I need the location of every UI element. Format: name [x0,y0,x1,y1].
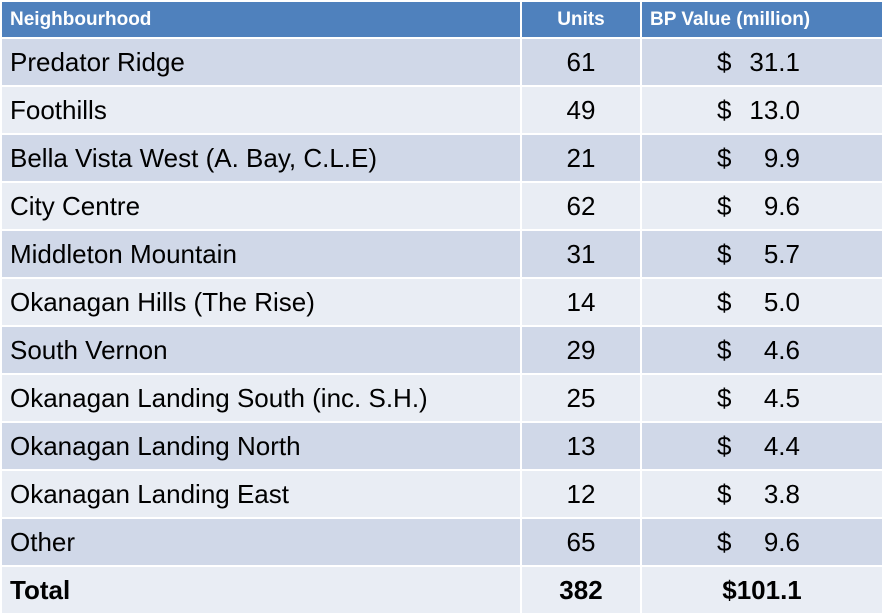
value: $4.6 [650,335,874,366]
neighbourhood-cell: Okanagan Landing North [0,421,522,471]
value: $4.4 [650,431,874,462]
header-cell: Neighbourhood [0,0,522,39]
units-cell: 31 [520,229,642,279]
value-cell: $4.6 [640,325,882,375]
row: Okanagan Landing North 13 $4.4 [0,421,882,471]
total-value: $101.1 [640,565,882,615]
value-cell: $9.6 [640,517,882,567]
row: Okanagan Hills (The Rise) 14 $5.0 [0,277,882,327]
header-cell: BP Value (million) [640,0,882,39]
row: Okanagan Landing East 12 $3.8 [0,469,882,519]
currency-symbol: $ [717,286,732,317]
amount: 4.5 [763,382,800,413]
amount: 4.4 [763,430,800,461]
value-cell: $13.0 [640,85,882,135]
value-cell: $31.1 [640,37,882,87]
amount: 9.6 [763,526,800,557]
row: Predator Ridge 61 $31.1 [0,37,882,87]
units-cell: 62 [520,181,642,231]
total-row: Total 382 $101.1 [0,565,882,615]
currency-symbol: $ [717,478,732,509]
row: South Vernon 29 $4.6 [0,325,882,375]
amount: 13.0 [749,94,800,125]
neighbourhood-cell: South Vernon [0,325,522,375]
amount: 3.8 [763,478,800,509]
value-cell: $5.7 [640,229,882,279]
row: Other 65 $9.6 [0,517,882,567]
value-cell: $5.0 [640,277,882,327]
total-label: Total [0,565,522,615]
neighbourhood-cell: Middleton Mountain [0,229,522,279]
value-cell: $9.9 [640,133,882,183]
row: Foothills 49 $13.0 [0,85,882,135]
amount: 5.0 [763,286,800,317]
header-row: Neighbourhood Units BP Value (million) [0,0,882,39]
value: $9.6 [650,527,874,558]
value: $13.0 [650,95,874,126]
units-cell: 12 [520,469,642,519]
neighbourhood-cell: Okanagan Landing South (inc. S.H.) [0,373,522,423]
amount: 5.7 [763,238,800,269]
header-cell: Units [520,0,642,39]
value: $31.1 [650,47,874,78]
neighbourhood-cell: Foothills [0,85,522,135]
neighbourhood-cell: Okanagan Landing East [0,469,522,519]
currency-symbol: $ [717,526,732,557]
neighbourhood-cell: Okanagan Hills (The Rise) [0,277,522,327]
value: $5.0 [650,287,874,318]
value-cell: $4.4 [640,421,882,471]
value-cell: $3.8 [640,469,882,519]
currency-symbol: $ [717,334,732,365]
currency-symbol: $ [717,94,732,125]
units-cell: 14 [520,277,642,327]
row: Bella Vista West (A. Bay, C.L.E) 21 $9.9 [0,133,882,183]
units-cell: 25 [520,373,642,423]
units-cell: 49 [520,85,642,135]
amount: 31.1 [749,46,800,77]
table-body: Predator Ridge 61 $31.1 Foothills 49 $13.0 Bel… [0,37,882,615]
units-cell: 61 [520,37,642,87]
value: $5.7 [650,239,874,270]
currency-symbol: $ [717,430,732,461]
amount: 4.6 [763,334,800,365]
currency-symbol: $ [717,46,732,77]
neighbourhood-cell: Predator Ridge [0,37,522,87]
neighbourhood-cell: Bella Vista West (A. Bay, C.L.E) [0,133,522,183]
currency-symbol: $ [717,142,732,173]
amount: 9.9 [763,142,800,173]
currency-symbol: $ [717,190,732,221]
currency-symbol: $ [717,238,732,269]
currency-symbol: $ [717,382,732,413]
row: Middleton Mountain 31 $5.7 [0,229,882,279]
units-cell: 29 [520,325,642,375]
units-cell: 21 [520,133,642,183]
units-cell: 65 [520,517,642,567]
value-cell: $9.6 [640,181,882,231]
row: City Centre 62 $9.6 [0,181,882,231]
amount: 9.6 [763,190,800,221]
neighbourhood-cell: Other [0,517,522,567]
value: $9.9 [650,143,874,174]
units-cell: 13 [520,421,642,471]
value: $3.8 [650,479,874,510]
value: $4.5 [650,383,874,414]
value: $9.6 [650,191,874,222]
total-units: 382 [520,565,642,615]
row: Okanagan Landing South (inc. S.H.) 25 $4.5 [0,373,882,423]
value-cell: $4.5 [640,373,882,423]
neighbourhood-cell: City Centre [0,181,522,231]
